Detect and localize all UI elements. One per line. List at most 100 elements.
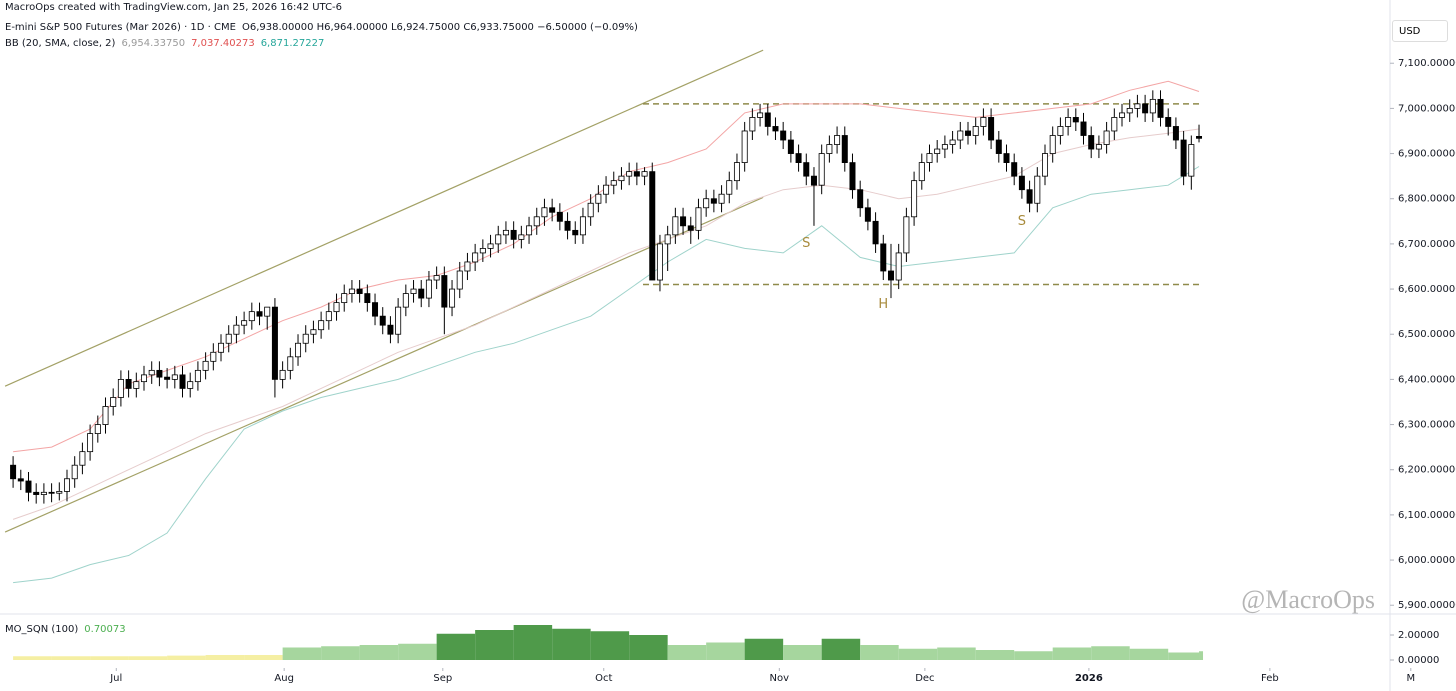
candle-body (957, 130, 964, 141)
indicator-area (167, 655, 206, 660)
candle-body (410, 288, 417, 294)
currency-button[interactable]: USD (1392, 20, 1448, 42)
candle-body (63, 478, 70, 492)
candle-body (649, 171, 656, 281)
candle-body (1134, 103, 1141, 109)
candle-body (980, 117, 987, 127)
trendline (4, 49, 764, 387)
candle-body (348, 288, 355, 294)
candle-body (780, 130, 787, 141)
candle-body (418, 288, 425, 299)
candle-body (556, 211, 563, 222)
candle-body (818, 153, 825, 186)
pattern-label: S (802, 236, 810, 251)
ohlc: O6,938.00000 H6,964.00000 L6,924.75000 C… (241, 22, 638, 33)
candle-body (1065, 117, 1072, 127)
indicator-area (398, 643, 437, 660)
candle-body (1196, 136, 1203, 139)
candle-body (1026, 189, 1033, 204)
indicator-area (359, 645, 399, 660)
candle-body (841, 135, 848, 163)
indicator-area (205, 655, 245, 660)
candle-body (641, 171, 648, 177)
candle-body (102, 406, 109, 425)
indicator-area (282, 647, 322, 660)
symbol-line: E-mini S&P 500 Futures (Mar 2026) · 1D ·… (5, 22, 644, 33)
credit: MacroOps created with TradingView.com, J… (5, 2, 343, 13)
indicator-area (783, 645, 822, 660)
candle-body (318, 320, 325, 331)
candle-body (10, 464, 17, 480)
candle-body (533, 216, 540, 227)
candle-body (857, 189, 864, 209)
y-tick-label: 7,100.00000 (1398, 58, 1456, 69)
candle-body (425, 279, 432, 299)
candle-body (964, 130, 971, 136)
y-tick-label: 6,400.00000 (1398, 374, 1456, 385)
candle-body (1049, 135, 1056, 154)
x-tick-label: M (1406, 673, 1415, 684)
candle-body (17, 478, 24, 482)
candle-body (33, 491, 40, 495)
candle-body (202, 360, 209, 371)
candle-body (741, 130, 748, 163)
y-tick-label: 6,000.00000 (1398, 555, 1456, 566)
indicator-area (128, 656, 168, 660)
indicator-area (13, 656, 52, 660)
candle-body (287, 356, 294, 371)
candle-body (402, 293, 409, 308)
candle-body (834, 135, 841, 145)
indicator-area (552, 628, 591, 660)
candle-body (125, 378, 132, 389)
candle-body (710, 198, 717, 204)
y-tick-label: 6,900.00000 (1398, 149, 1456, 160)
candle-body (302, 333, 309, 344)
indicator-area (667, 645, 707, 660)
candle-body (464, 261, 471, 272)
y-tick-label: 5,900.00000 (1398, 600, 1456, 611)
candle-body (587, 202, 594, 218)
x-tick-label: Aug (274, 673, 294, 684)
indicator-area (1199, 651, 1204, 660)
bb-name: BB (20, SMA, close, 2) (5, 38, 116, 49)
y-tick-label: 6,800.00000 (1398, 194, 1456, 205)
indicator-area (1052, 647, 1092, 660)
candle-body (626, 171, 633, 177)
candle-body (1111, 117, 1118, 132)
candle-body (1018, 175, 1025, 191)
x-tick-label: Nov (770, 673, 790, 684)
candle-body (941, 144, 948, 150)
candle-body (510, 229, 517, 240)
candle-body (171, 374, 178, 380)
candle-body (71, 464, 78, 480)
candle-body (1188, 144, 1195, 177)
indicator-area (898, 648, 938, 660)
indicator-area (513, 625, 553, 660)
candle-body (757, 112, 764, 118)
candle-body (872, 220, 879, 245)
candle-body (133, 381, 140, 389)
candle-body (934, 148, 941, 154)
indicator-area (821, 638, 861, 660)
candle-body (48, 491, 55, 494)
candle-body (995, 139, 1002, 154)
watermark: @MacroOps (1241, 585, 1375, 614)
candle-body (1042, 153, 1049, 177)
y-tick-label: 6,300.00000 (1398, 420, 1456, 431)
candle-body (526, 225, 533, 236)
x-tick-label: Oct (595, 673, 612, 684)
indicator-area (1091, 646, 1130, 660)
candle-body (40, 491, 47, 495)
candle-body (395, 306, 402, 335)
candle-body (325, 311, 332, 322)
candle-body (164, 376, 171, 380)
indicator-area (629, 635, 668, 660)
candle-body (603, 184, 610, 195)
candle-body (25, 480, 32, 493)
y-tick-label: 6,200.00000 (1398, 465, 1456, 476)
bb-lower (13, 166, 1200, 584)
candle-body (1095, 144, 1102, 150)
x-tick-label: Sep (433, 673, 452, 684)
candle-body (271, 306, 278, 380)
